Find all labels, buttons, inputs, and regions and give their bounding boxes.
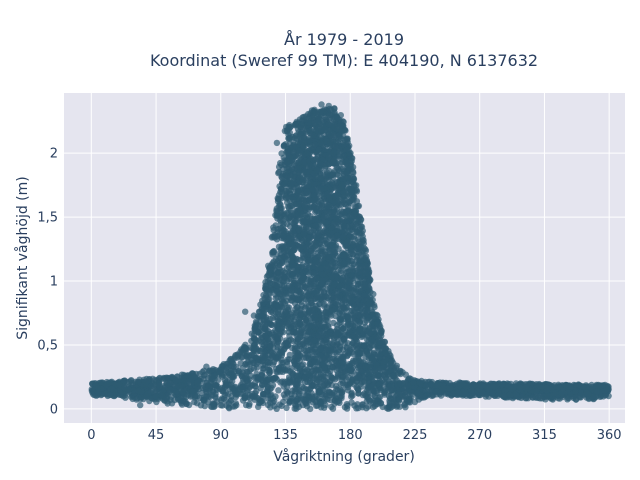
data-point <box>344 384 352 391</box>
data-point <box>331 355 338 362</box>
data-point <box>356 326 363 334</box>
data-point <box>317 251 324 258</box>
data-point <box>289 337 296 345</box>
data-point <box>285 125 292 133</box>
data-point <box>275 387 282 394</box>
data-point <box>206 387 213 394</box>
data-point <box>300 217 308 225</box>
data-point <box>294 400 301 408</box>
data-point <box>363 257 370 264</box>
data-point <box>376 381 383 388</box>
data-point <box>133 396 140 403</box>
data-point <box>315 389 322 396</box>
data-point <box>310 132 317 139</box>
data-point <box>366 277 373 285</box>
data-point <box>306 346 313 354</box>
data-point <box>371 397 379 404</box>
data-point <box>293 344 300 351</box>
data-point <box>191 398 198 406</box>
data-point <box>201 402 208 410</box>
data-point <box>333 385 340 393</box>
data-point <box>322 146 329 153</box>
data-point <box>324 322 332 329</box>
data-point <box>311 345 319 352</box>
data-point <box>339 377 346 384</box>
data-point <box>280 143 288 150</box>
data-point <box>237 360 244 367</box>
data-point <box>220 366 228 373</box>
data-point <box>300 336 307 344</box>
data-point <box>278 195 285 202</box>
data-point <box>266 315 274 323</box>
data-point <box>275 243 283 250</box>
data-point <box>244 361 251 369</box>
data-point <box>339 153 347 160</box>
data-point <box>272 291 279 298</box>
data-point <box>296 147 303 154</box>
data-point <box>277 212 285 219</box>
data-point <box>271 262 279 269</box>
data-point <box>339 118 346 125</box>
data-point <box>361 390 368 397</box>
data-point <box>361 283 368 290</box>
data-point <box>289 165 296 172</box>
data-point <box>365 403 372 410</box>
data-point <box>259 362 266 369</box>
data-point <box>266 375 273 382</box>
data-point <box>287 218 294 225</box>
data-point <box>281 157 288 164</box>
data-point <box>275 365 282 372</box>
data-point <box>246 400 253 408</box>
data-point <box>343 401 351 408</box>
data-point <box>294 338 301 346</box>
data-point <box>334 362 341 369</box>
data-point <box>362 247 370 254</box>
data-point <box>283 404 290 411</box>
data-point <box>350 261 358 268</box>
data-point <box>284 361 291 368</box>
data-point <box>286 294 293 301</box>
data-point <box>300 346 307 353</box>
data-point <box>351 203 358 210</box>
data-point <box>325 389 332 396</box>
data-point <box>322 219 330 227</box>
data-point <box>310 192 317 199</box>
data-point <box>334 232 341 239</box>
data-point <box>212 394 219 402</box>
chart-title: År 1979 - 2019 <box>284 30 404 49</box>
data-point <box>257 385 264 392</box>
data-point <box>254 359 262 366</box>
data-point <box>229 403 236 410</box>
data-point <box>411 398 419 406</box>
data-point <box>286 351 294 359</box>
data-points <box>88 101 612 413</box>
data-point <box>275 309 282 316</box>
chart-subtitle: Koordinat (Sweref 99 TM): E 404190, N 61… <box>150 51 538 70</box>
data-point <box>305 308 313 315</box>
data-point <box>307 405 314 413</box>
data-point <box>353 182 360 189</box>
data-point <box>265 328 272 335</box>
data-point <box>256 327 263 334</box>
data-point <box>325 131 333 139</box>
data-point <box>288 397 295 405</box>
data-point <box>217 402 224 409</box>
data-point <box>289 377 297 384</box>
